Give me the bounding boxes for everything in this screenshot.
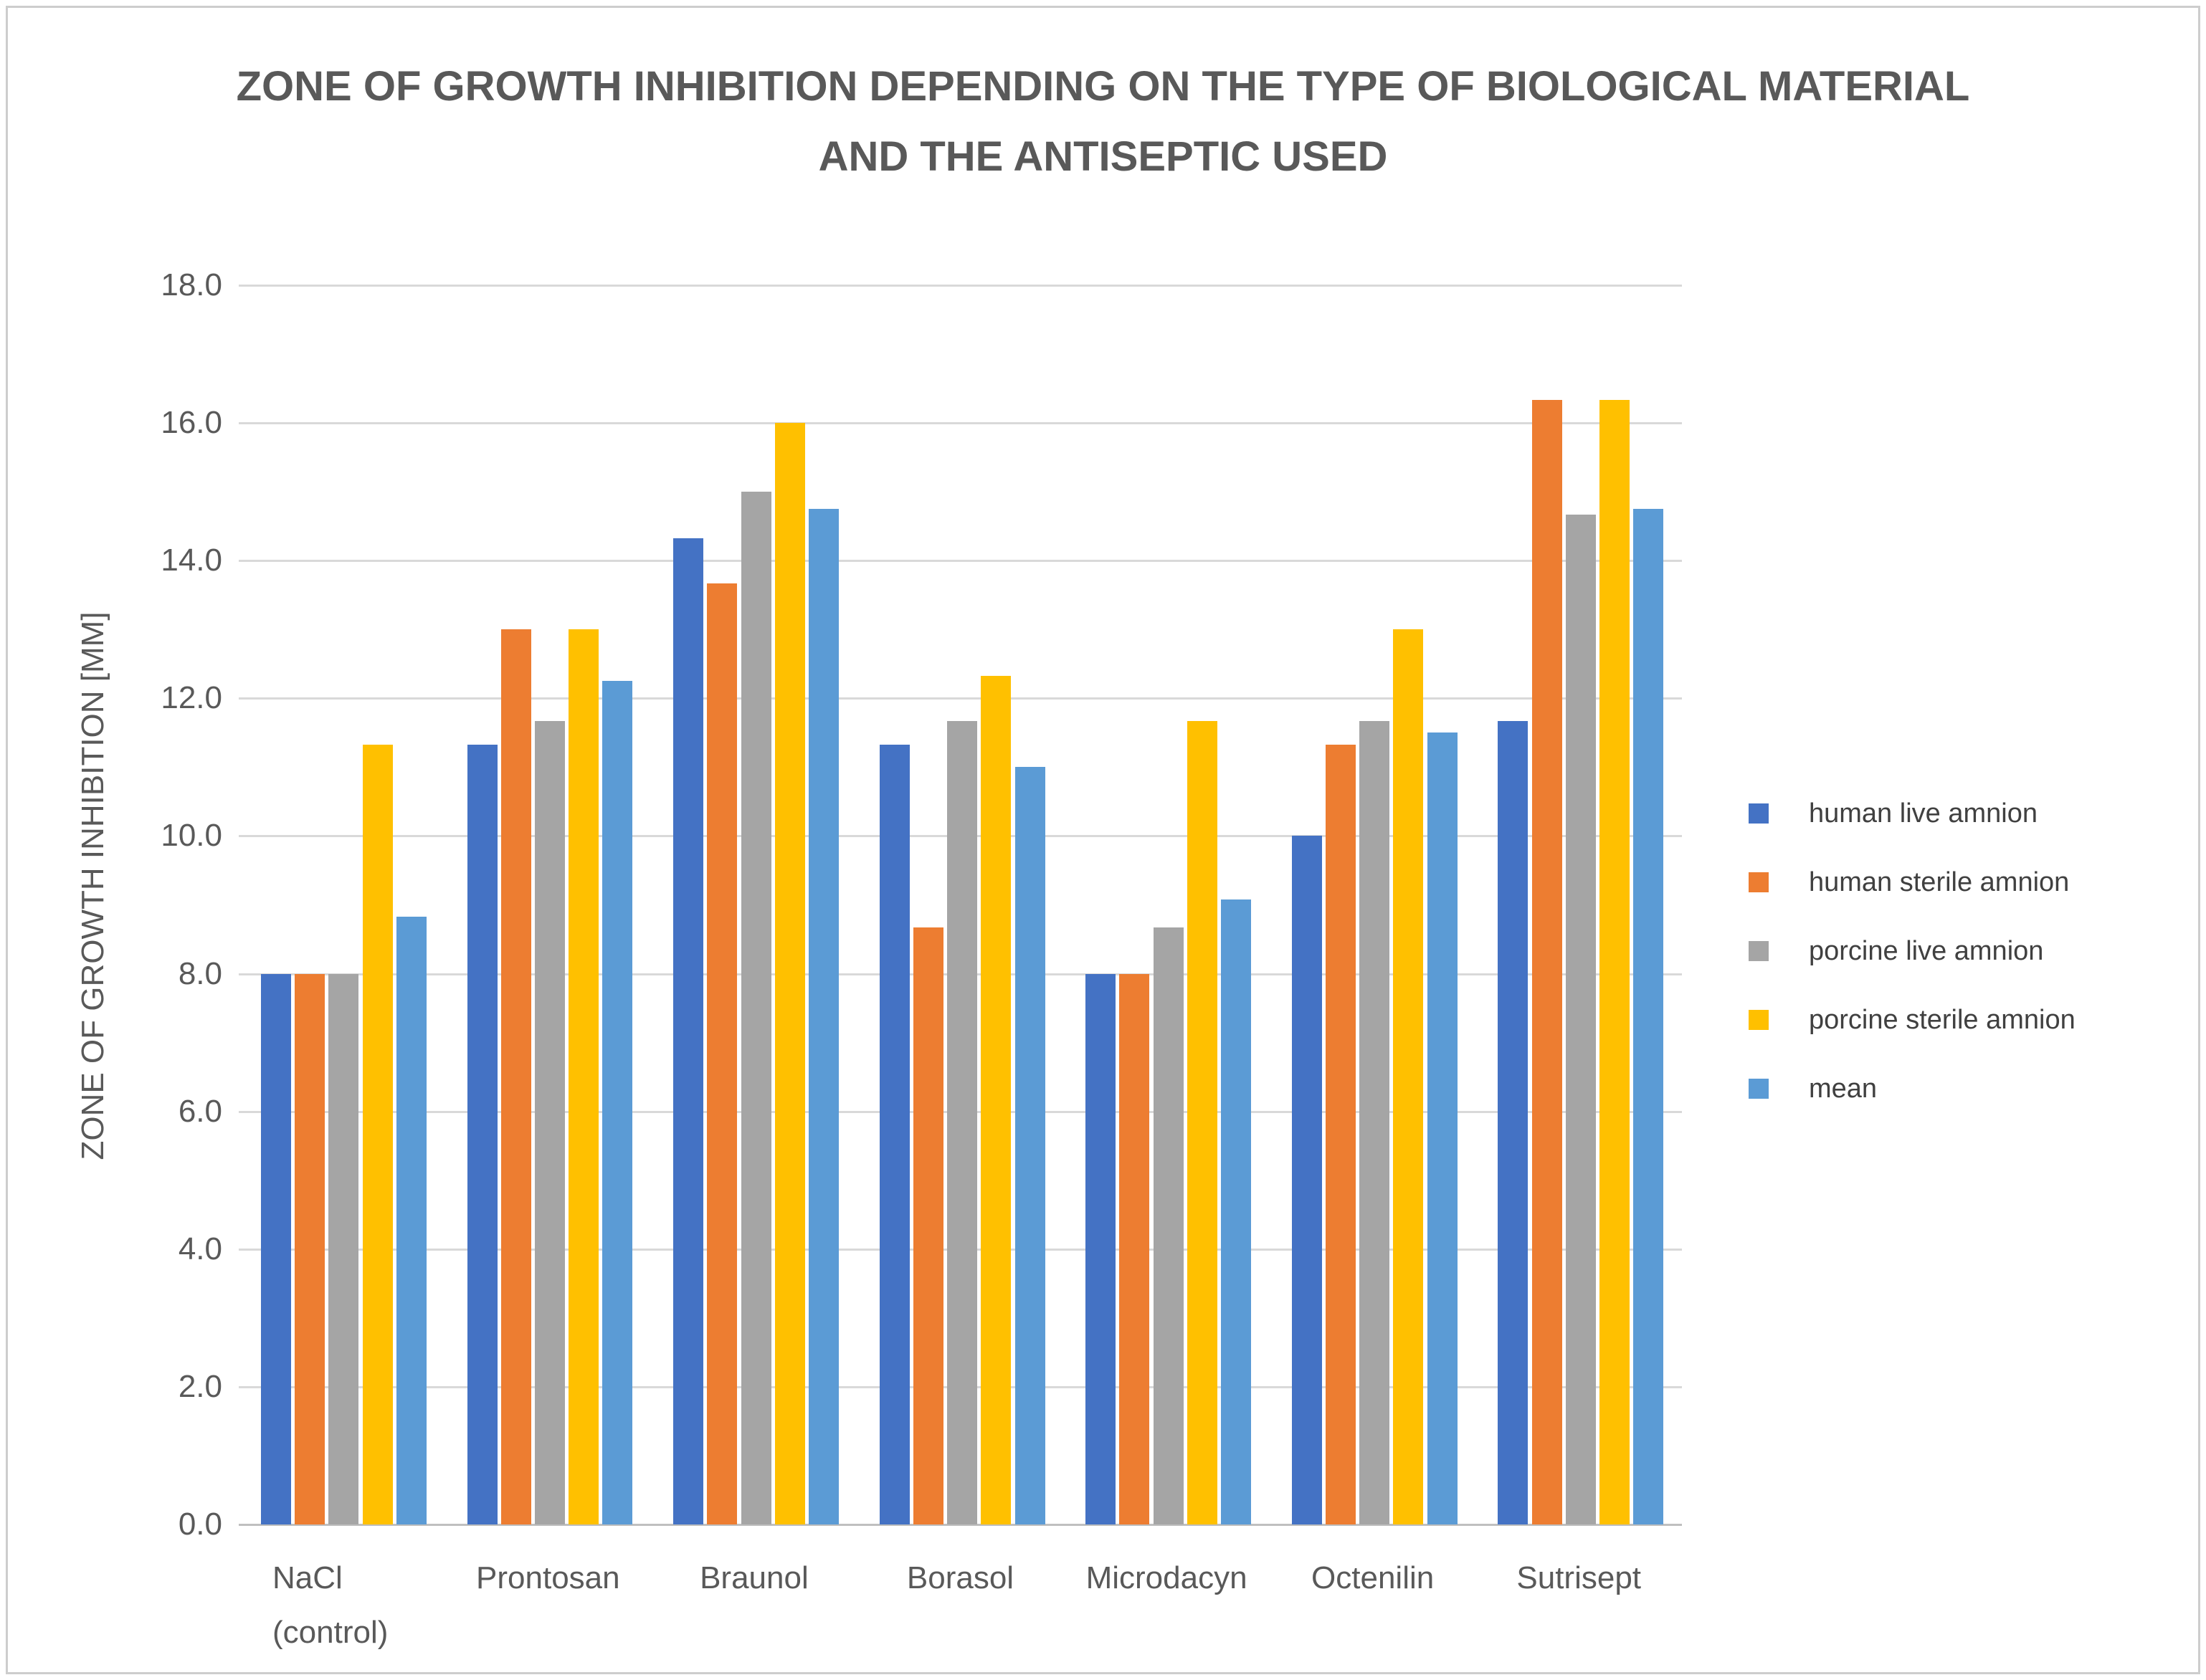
- bar-mean-4: [1221, 899, 1252, 1524]
- chart-title-line2: AND THE ANTISEPTIC USED: [818, 133, 1388, 180]
- bar-mean-0: [396, 916, 427, 1524]
- legend-swatch: [1749, 941, 1769, 961]
- bar-human-live-amnion-2: [673, 538, 704, 1524]
- legend-item-human-live-amnion: human live amnion: [1749, 779, 2076, 848]
- x-category-label: Borasol: [857, 1551, 1064, 1605]
- bar-porcine-live-amnion-5: [1359, 721, 1390, 1524]
- bar-human-live-amnion-1: [467, 744, 498, 1524]
- bar-porcine-sterile-amnion-4: [1187, 721, 1217, 1524]
- x-category-label: NaCl (control): [272, 1551, 388, 1660]
- bar-human-live-amnion-5: [1291, 836, 1322, 1524]
- y-tick-label: 0.0: [178, 1507, 222, 1542]
- legend-item-human-sterile-amnion: human sterile amnion: [1749, 848, 2076, 917]
- x-category-label: Octenilin: [1270, 1551, 1476, 1605]
- y-tick-label: 10.0: [161, 818, 222, 854]
- bar-mean-1: [602, 681, 633, 1524]
- legend-item-porcine-live-amnion: porcine live amnion: [1749, 917, 2076, 985]
- x-category-label-line: Prontosan: [476, 1560, 620, 1595]
- x-category-label: Braunol: [651, 1551, 857, 1605]
- x-category-label-line: Braunol: [700, 1560, 809, 1595]
- legend-swatch: [1749, 1010, 1769, 1030]
- bar-human-sterile-amnion-2: [707, 583, 738, 1524]
- x-axis-line: [239, 1524, 1682, 1526]
- x-category-label: Prontosan: [445, 1551, 652, 1605]
- x-category-label-line: Microdacyn: [1085, 1560, 1247, 1595]
- bar-human-sterile-amnion-5: [1326, 744, 1356, 1524]
- y-tick-label: 18.0: [161, 267, 222, 302]
- x-category-label-line: (control): [272, 1615, 389, 1650]
- x-category-label: Sutrisept: [1475, 1551, 1682, 1605]
- x-category-label-line: Sutrisept: [1516, 1560, 1642, 1595]
- chart-title: ZONE OF GROWTH INHIBITION DEPENDING ON T…: [215, 52, 1991, 192]
- bar-porcine-sterile-amnion-5: [1393, 629, 1424, 1524]
- legend-label: human live amnion: [1809, 798, 2038, 829]
- bar-human-live-amnion-6: [1498, 721, 1528, 1524]
- gridline: [239, 560, 1682, 563]
- plot-area: [239, 285, 1682, 1526]
- bar-mean-5: [1427, 732, 1458, 1524]
- legend-item-mean: mean: [1749, 1054, 2076, 1123]
- bar-mean-2: [808, 509, 839, 1524]
- chart-title-line1: ZONE OF GROWTH INHIBITION DEPENDING ON T…: [236, 63, 1970, 110]
- y-tick-label: 2.0: [178, 1368, 222, 1404]
- bar-porcine-sterile-amnion-1: [569, 629, 599, 1524]
- bar-mean-6: [1633, 509, 1664, 1524]
- bar-human-live-amnion-4: [1085, 973, 1116, 1524]
- gridline: [239, 285, 1682, 287]
- bar-mean-3: [1014, 767, 1045, 1524]
- bar-human-sterile-amnion-0: [295, 973, 325, 1524]
- gridline: [239, 697, 1682, 700]
- bar-human-sterile-amnion-4: [1119, 973, 1150, 1524]
- x-category-label-line: NaCl: [272, 1560, 343, 1595]
- x-category-label-line: Octenilin: [1311, 1560, 1435, 1595]
- bar-human-live-amnion-3: [879, 744, 910, 1524]
- y-tick-label: 8.0: [178, 955, 222, 991]
- x-category-label-line: Borasol: [906, 1560, 1014, 1595]
- bar-porcine-sterile-amnion-3: [981, 675, 1012, 1524]
- bar-human-sterile-amnion-1: [500, 629, 531, 1524]
- y-tick-label: 16.0: [161, 405, 222, 441]
- bar-porcine-live-amnion-6: [1565, 514, 1596, 1524]
- legend-label: human sterile amnion: [1809, 867, 2070, 897]
- bar-porcine-live-amnion-2: [741, 492, 771, 1524]
- legend-label: porcine live amnion: [1809, 935, 2044, 966]
- bar-human-sterile-amnion-6: [1531, 400, 1562, 1524]
- bar-human-sterile-amnion-3: [913, 927, 943, 1524]
- gridline: [239, 422, 1682, 425]
- bar-porcine-live-amnion-4: [1153, 927, 1184, 1524]
- x-category-label: Microdacyn: [1063, 1551, 1270, 1605]
- bar-porcine-live-amnion-3: [947, 721, 978, 1524]
- y-tick-label: 12.0: [161, 680, 222, 716]
- legend-swatch: [1749, 872, 1769, 892]
- legend-swatch: [1749, 803, 1769, 824]
- legend-label: mean: [1809, 1073, 1878, 1104]
- legend-swatch: [1749, 1079, 1769, 1099]
- bar-porcine-sterile-amnion-6: [1599, 400, 1630, 1524]
- y-tick-label: 4.0: [178, 1231, 222, 1266]
- bar-porcine-sterile-amnion-0: [362, 744, 393, 1524]
- bar-porcine-sterile-amnion-2: [774, 423, 805, 1524]
- legend-label: porcine sterile amnion: [1809, 1004, 2076, 1035]
- bar-human-live-amnion-0: [261, 973, 291, 1524]
- legend: human live amnion human sterile amnion por…: [1749, 779, 2076, 1123]
- legend-item-porcine-sterile-amnion: porcine sterile amnion: [1749, 985, 2076, 1054]
- bar-porcine-live-amnion-0: [328, 973, 359, 1524]
- y-tick-label: 14.0: [161, 543, 222, 578]
- y-tick-label: 6.0: [178, 1093, 222, 1129]
- bar-porcine-live-amnion-1: [534, 721, 565, 1524]
